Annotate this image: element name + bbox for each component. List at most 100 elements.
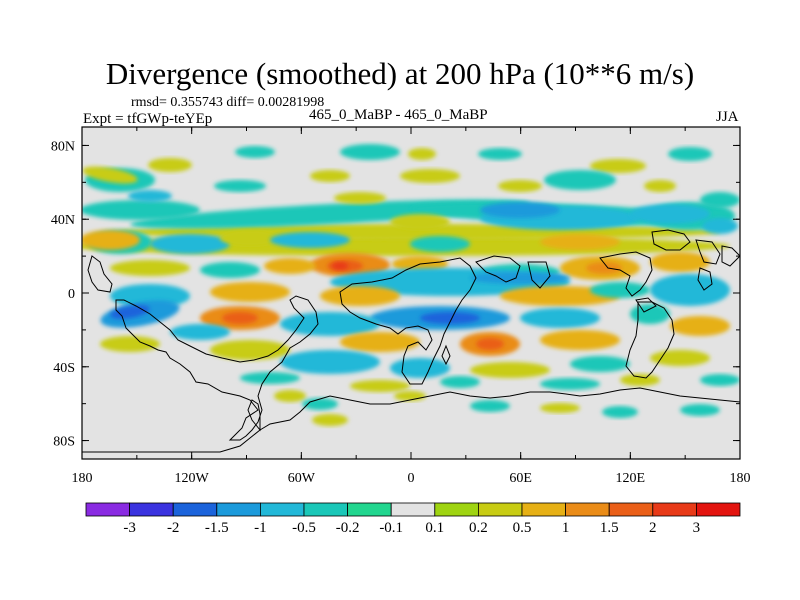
field-contour-blob [128, 190, 172, 202]
field-contour-blob [540, 330, 620, 350]
y-tick-label: 80S [53, 435, 75, 450]
field-contour-blob [82, 166, 138, 184]
colorbar-swatch [216, 502, 261, 517]
field-contour-blob [222, 312, 258, 324]
colorbar-label: 0.1 [425, 520, 444, 536]
colorbar-label: 1.5 [600, 520, 619, 536]
coast-antarctica [82, 387, 740, 459]
stats-line: rmsd= 0.355743 diff= 0.00281998 [131, 95, 325, 110]
map-axes: 180 120W 60W 0 60E 120E 180 80N 40N 0 40S 80S [51, 127, 751, 486]
field-contour-blob [500, 286, 620, 306]
colorbar-label: -0.2 [336, 520, 360, 536]
field-contour-blob [302, 398, 338, 410]
field-contour-blob [586, 262, 622, 274]
colorbar-swatch [434, 502, 479, 517]
field-contour-blob [480, 202, 560, 218]
x-tick-label: 60E [509, 471, 532, 486]
coast-east-asia [651, 229, 740, 291]
field-contour-blob [420, 312, 480, 324]
x-tick-label: 180 [730, 471, 751, 486]
colorbar-swatch [565, 502, 610, 517]
field-contour-blob [602, 406, 638, 418]
field-contour-blob [82, 230, 140, 250]
x-tick-label: 120E [616, 471, 646, 486]
field-contour-blob [214, 180, 266, 192]
field-contour-blob [620, 374, 660, 386]
colorbar-swatch [652, 502, 697, 517]
field-contour-blob [148, 158, 192, 172]
y-tick-label: 80N [51, 139, 75, 154]
x-tick-label: 120W [175, 471, 210, 486]
season-label: JJA [716, 109, 739, 125]
colorbar-swatch [608, 502, 654, 517]
colorbar-label: -0.1 [379, 520, 403, 536]
coast-antarctic-peninsula [247, 399, 261, 432]
field-contour-blob [100, 336, 160, 352]
field-contour-blob [270, 232, 350, 248]
colorbar-swatch [347, 502, 392, 517]
field-contour-blob [390, 214, 450, 230]
field-contour-blob [702, 218, 738, 234]
colorbar-swatch [259, 502, 305, 517]
field-contour-blob [540, 234, 620, 250]
field-contour-blob [470, 400, 510, 412]
field-contour-blob [478, 148, 522, 160]
field-contour-blob [220, 230, 280, 246]
field-contour-blob [700, 374, 740, 386]
field-contour-blob [470, 362, 550, 378]
field-contour-blob [670, 316, 730, 336]
colorbar-label: -1.5 [205, 520, 229, 536]
field-contour-blob [235, 146, 275, 158]
field-contour-blob [540, 378, 600, 390]
field-contour-blob [650, 350, 710, 366]
colorbar-label: -0.5 [292, 520, 316, 536]
field-contour-blob [332, 262, 348, 270]
colorbar-label: -1 [254, 520, 267, 536]
field-contour-blob [334, 192, 386, 204]
field-contour-blob [570, 356, 630, 372]
x-tick-label: 0 [408, 471, 415, 486]
field-contour-blob [240, 372, 300, 384]
field-contour-blob [400, 169, 460, 183]
field-contour-blob [310, 170, 350, 182]
coast-southeast-asia [599, 251, 657, 313]
coast-madagascar [441, 344, 451, 366]
field-contour-blob [320, 286, 400, 306]
colorbar-label: -2 [167, 520, 180, 536]
colorbar-label: 0.2 [469, 520, 488, 536]
colorbar-swatch [303, 502, 348, 517]
coastlines [82, 229, 740, 459]
chart-title: Divergence (smoothed) at 200 hPa (10**6 … [105, 56, 695, 91]
colorbar-swatch [477, 502, 523, 517]
field-contour-blob [540, 403, 580, 413]
field-contour-blob [476, 338, 504, 350]
field-contour-blob [390, 358, 450, 378]
colorbar-swatch [521, 502, 566, 517]
field-contour-blob [630, 304, 670, 324]
x-tick-label: 60W [288, 471, 316, 486]
field-contour-blob [410, 236, 470, 252]
field-contour-blob [200, 262, 260, 278]
colorbar-label: 1 [562, 520, 570, 536]
field-contour-blob [520, 308, 600, 328]
colorbar-swatch [85, 502, 130, 517]
divergence-field [82, 144, 740, 426]
field-contour-blob [280, 312, 380, 336]
colorbar: -3 -2 -1.5 -1 -0.5 -0.2 -0.1 0.1 0.2 0.5 1 1.5 2 3 [85, 502, 741, 536]
field-contour-blob [650, 274, 730, 306]
field-contour-blob [170, 324, 230, 340]
colorbar-label: -3 [123, 520, 136, 536]
field-contour-blob [440, 376, 480, 388]
field-contour-blob [590, 282, 650, 298]
y-tick-label: 40S [53, 361, 75, 376]
y-tick-label: 40N [51, 213, 75, 228]
field-contour-blob [498, 180, 542, 192]
field-contour-blob [264, 258, 316, 274]
colorbar-swatch [129, 502, 174, 517]
colorbar-label: 3 [693, 520, 701, 536]
field-contour-blob [700, 192, 740, 208]
field-contour-blob [82, 200, 200, 220]
field-contour-blob [150, 234, 230, 254]
field-contour-blob [312, 414, 348, 426]
colorbar-label: 0.5 [513, 520, 532, 536]
